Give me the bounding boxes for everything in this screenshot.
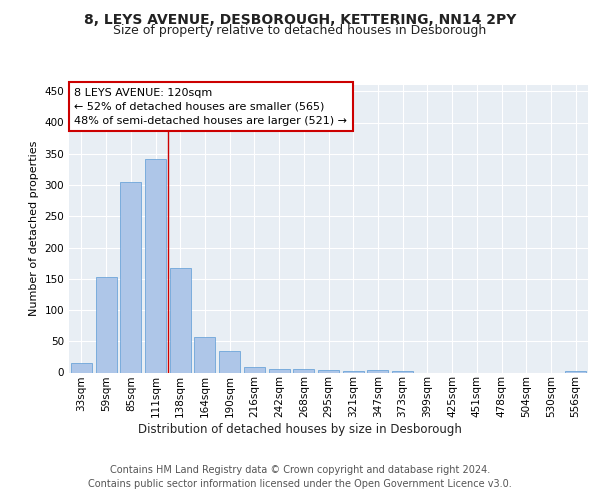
- Bar: [318, 370, 339, 372]
- Text: 8 LEYS AVENUE: 120sqm
← 52% of detached houses are smaller (565)
48% of semi-det: 8 LEYS AVENUE: 120sqm ← 52% of detached …: [74, 88, 347, 126]
- Bar: [392, 370, 413, 372]
- Bar: [71, 363, 92, 372]
- Bar: [343, 370, 364, 372]
- Text: Distribution of detached houses by size in Desborough: Distribution of detached houses by size …: [138, 422, 462, 436]
- Bar: [565, 370, 586, 372]
- Bar: [269, 370, 290, 372]
- Bar: [244, 367, 265, 372]
- Bar: [293, 369, 314, 372]
- Bar: [170, 268, 191, 372]
- Text: Size of property relative to detached houses in Desborough: Size of property relative to detached ho…: [113, 24, 487, 37]
- Bar: [120, 182, 141, 372]
- Text: 8, LEYS AVENUE, DESBOROUGH, KETTERING, NN14 2PY: 8, LEYS AVENUE, DESBOROUGH, KETTERING, N…: [84, 12, 516, 26]
- Y-axis label: Number of detached properties: Number of detached properties: [29, 141, 39, 316]
- Text: Contains HM Land Registry data © Crown copyright and database right 2024.
Contai: Contains HM Land Registry data © Crown c…: [88, 465, 512, 489]
- Bar: [194, 337, 215, 372]
- Bar: [145, 159, 166, 372]
- Bar: [367, 370, 388, 372]
- Bar: [219, 350, 240, 372]
- Bar: [95, 277, 116, 372]
